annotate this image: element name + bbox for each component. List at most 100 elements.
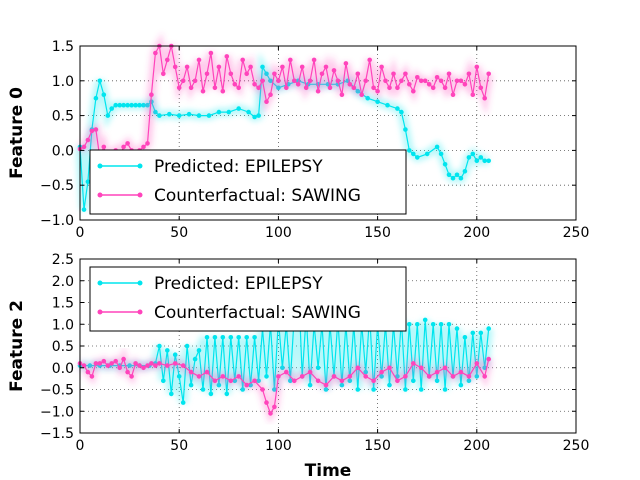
data-point	[486, 326, 492, 331]
data-point	[331, 68, 337, 73]
data-point	[228, 378, 234, 384]
data-point	[355, 365, 361, 371]
data-point	[141, 365, 146, 371]
legend-box	[89, 149, 407, 215]
data-point	[379, 369, 384, 375]
data-point	[180, 400, 186, 405]
y-tick-label: 1.0	[52, 317, 74, 333]
data-point	[424, 151, 430, 157]
data-point	[188, 369, 194, 375]
data-point	[268, 411, 273, 416]
data-point	[89, 128, 95, 134]
data-point	[228, 335, 234, 340]
data-point	[97, 78, 103, 84]
data-point	[454, 326, 460, 331]
data-point	[268, 92, 273, 97]
data-point	[422, 317, 428, 323]
data-point	[204, 369, 210, 375]
data-point	[403, 71, 408, 77]
x-tick-label: 200	[463, 438, 490, 454]
plot-area-border	[79, 45, 577, 221]
feature-2-panel: 0 50 100 150 200 250 −1.5 −1.0 −0.5 0.0 0.5 1.0 1.5 2…	[7, 252, 589, 480]
data-point	[391, 71, 396, 77]
data-point	[430, 85, 436, 91]
data-point	[407, 148, 412, 153]
data-point	[145, 363, 150, 368]
data-point	[101, 92, 107, 97]
data-point	[395, 85, 400, 91]
tick-marks: 0 50 100 150 200 250 −1.5 −1.0 −0.5 0.0 0.5 1.0 1.5 2…	[40, 252, 589, 454]
data-point	[141, 102, 146, 108]
data-point	[462, 82, 468, 87]
data-point	[458, 175, 464, 181]
data-point	[192, 78, 198, 84]
data-point	[216, 109, 222, 115]
data-point	[252, 378, 257, 384]
data-point	[411, 378, 416, 384]
data-point	[220, 88, 226, 94]
data-point	[355, 71, 361, 77]
data-point	[236, 374, 241, 379]
data-point	[442, 85, 448, 91]
data-point	[208, 50, 214, 56]
data-point	[418, 78, 424, 84]
data-point	[93, 361, 99, 366]
legend-swatch-marker	[137, 309, 143, 315]
data-point	[85, 179, 91, 184]
data-point	[196, 113, 202, 118]
data-point	[105, 113, 111, 118]
y-tick-label: −1.5	[40, 426, 74, 442]
y-tick-label: 1.5	[52, 296, 74, 312]
data-point	[434, 369, 440, 375]
data-point	[272, 404, 277, 410]
y-tick-label: 0.5	[52, 109, 74, 125]
data-point	[180, 363, 186, 368]
data-point	[272, 71, 277, 77]
data-point	[363, 78, 369, 84]
data-point	[478, 330, 484, 336]
data-point	[486, 158, 492, 164]
data-point	[411, 88, 416, 94]
data-point	[125, 141, 130, 146]
data-point	[284, 369, 289, 375]
data-point	[311, 57, 317, 63]
data-point	[307, 382, 313, 388]
data-point	[196, 374, 202, 379]
data-point	[256, 85, 261, 91]
data-point	[260, 387, 265, 392]
data-point	[347, 82, 353, 87]
data-point	[204, 335, 210, 340]
y-tick-label: 2.5	[52, 252, 74, 268]
data-point	[153, 363, 158, 368]
data-point	[426, 82, 432, 87]
data-point	[264, 400, 269, 405]
data-point	[474, 64, 480, 70]
data-point	[149, 361, 154, 366]
data-point	[188, 85, 194, 91]
data-point	[101, 358, 107, 364]
data-point	[446, 71, 452, 77]
data-point	[411, 361, 416, 366]
data-point	[264, 99, 269, 104]
data-point	[137, 102, 142, 108]
data-point	[196, 57, 202, 63]
data-point	[216, 64, 222, 70]
data-point	[383, 78, 388, 84]
data-point	[418, 365, 424, 371]
x-tick-label: 50	[170, 438, 188, 454]
feature-0-panel: 0 50 100 150 200 250 −1.0 −0.5 0.0 0.5 1.0 1.5 Feat…	[7, 32, 589, 241]
data-point	[288, 57, 293, 63]
data-point	[176, 85, 182, 91]
data-point	[208, 391, 214, 397]
legend-entry-label: Counterfactual: SAWING	[154, 186, 361, 206]
legend-swatch-marker	[97, 163, 103, 169]
data-point	[252, 335, 257, 340]
data-point	[157, 343, 162, 349]
data-point	[315, 88, 321, 94]
data-point	[387, 365, 392, 371]
data-point	[200, 88, 206, 94]
data-point	[319, 71, 325, 77]
x-tick-label: 0	[76, 225, 85, 241]
data-point	[121, 144, 126, 150]
data-point	[125, 369, 130, 375]
